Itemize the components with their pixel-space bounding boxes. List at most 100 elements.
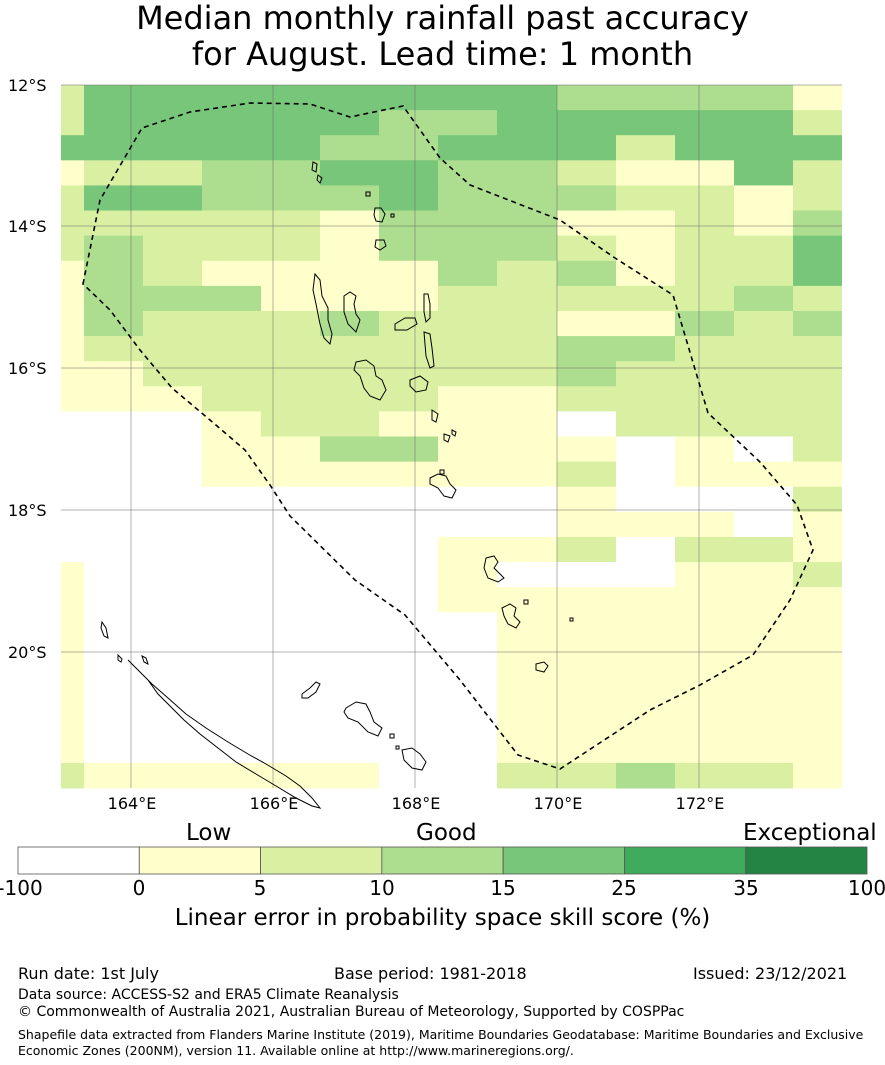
skill-cell [557, 310, 616, 337]
skill-cell [61, 737, 84, 764]
colorbar-segment [260, 846, 383, 875]
skill-cell [734, 436, 793, 463]
skill-cell [557, 210, 616, 237]
skill-cell [379, 562, 438, 588]
skill-cell [61, 260, 84, 287]
skill-cell [557, 110, 616, 136]
skill-cell [320, 260, 379, 287]
skill-cell [793, 110, 842, 136]
run-date: Run date: 1st July [18, 964, 159, 983]
skill-cell [379, 612, 438, 638]
skill-cell [616, 486, 675, 513]
skill-cell [143, 260, 202, 287]
skill-cell [61, 637, 84, 663]
skill-cell [379, 536, 438, 563]
skill-cell [61, 110, 84, 136]
skill-cell [143, 612, 202, 638]
map-title-line2: for August. Lead time: 1 month [191, 35, 694, 73]
skill-cell [438, 160, 497, 186]
skill-cell [497, 185, 557, 212]
skill-cell [143, 562, 202, 588]
skill-cell [497, 361, 557, 387]
skill-cell [616, 336, 675, 362]
skill-cell [320, 612, 379, 638]
skill-cell [61, 185, 84, 212]
skill-cell [734, 361, 793, 387]
skill-cell [497, 411, 557, 437]
skill-cell [438, 336, 497, 362]
colorbar [17, 846, 868, 875]
skill-cell [675, 235, 734, 262]
skill-cell [438, 85, 497, 111]
skill-cell [557, 536, 616, 563]
skill-cell [497, 285, 557, 312]
skill-cell [320, 85, 379, 111]
skill-cell [320, 135, 379, 161]
skill-cell [320, 110, 379, 136]
skill-cell [557, 637, 616, 663]
skill-cell [675, 185, 734, 212]
island-outline [373, 207, 386, 223]
colorbar-category-low: Low [186, 820, 232, 846]
skill-cell [557, 285, 616, 312]
skill-cell [497, 562, 557, 588]
base-period: Base period: 1981-2018 [334, 964, 527, 983]
skill-cell [675, 411, 734, 437]
island-outline [431, 409, 439, 423]
skill-cell [320, 310, 379, 337]
skill-cell [793, 361, 842, 387]
skill-cell [261, 411, 320, 437]
skill-cell [557, 386, 616, 412]
island-outline [423, 331, 435, 369]
skill-cell [202, 235, 261, 262]
skill-cell [438, 562, 497, 588]
skill-cell [675, 85, 734, 111]
skill-grid [61, 85, 842, 789]
skill-cell [202, 562, 261, 588]
skill-cell [379, 762, 438, 789]
island-outline [100, 620, 109, 639]
skill-cell [379, 436, 438, 463]
island-outline [401, 747, 427, 771]
skill-cell [675, 762, 734, 789]
skill-cell [497, 160, 557, 186]
skill-cell [84, 486, 143, 513]
skill-cell [320, 361, 379, 387]
skill-cell [675, 486, 734, 513]
skill-cell [793, 762, 842, 789]
island-outline [394, 317, 418, 331]
island-outline [439, 469, 445, 475]
skill-cell [438, 662, 497, 689]
skill-cell [438, 461, 497, 488]
skill-cell [202, 612, 261, 638]
skill-cell [734, 210, 793, 237]
skill-cell [557, 562, 616, 588]
skill-cell [734, 110, 793, 136]
skill-cell [61, 612, 84, 638]
skill-cell [616, 361, 675, 387]
skill-cell [438, 135, 497, 161]
skill-cell [379, 135, 438, 161]
colorbar-segment [745, 846, 868, 875]
skill-cell [202, 361, 261, 387]
skill-cell [438, 486, 497, 513]
skill-cell [734, 85, 793, 111]
skill-cell [143, 185, 202, 212]
skill-cell [557, 511, 616, 538]
data-source: Data source: ACCESS-S2 and ERA5 Climate … [18, 987, 399, 1003]
skill-cell [202, 712, 261, 739]
skill-cell [143, 486, 202, 513]
skill-cell [202, 486, 261, 513]
skill-cell [320, 511, 379, 538]
skill-cell [793, 737, 842, 764]
island-outline [374, 239, 387, 251]
skill-cell [61, 386, 84, 412]
skill-cell [61, 361, 84, 387]
skill-cell [793, 612, 842, 638]
colorbar-label: Linear error in probability space skill … [174, 905, 711, 931]
skill-cell [497, 310, 557, 337]
skill-cell [84, 536, 143, 563]
skill-cell [616, 687, 675, 714]
skill-cell [261, 210, 320, 237]
colorbar-segment [17, 846, 140, 875]
